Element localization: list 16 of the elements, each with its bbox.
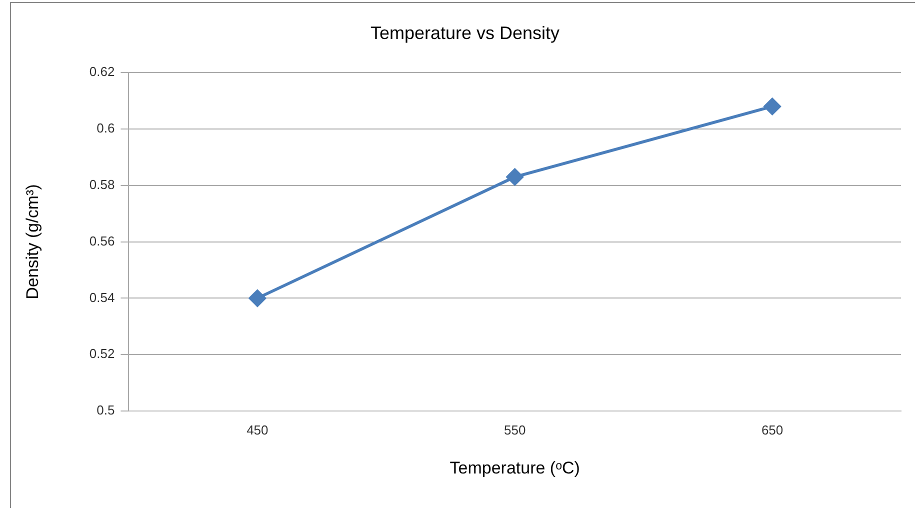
chart-title: Temperature vs Density	[370, 22, 560, 43]
y-tick-label: 0.56	[89, 233, 115, 248]
y-tick-label: 0.5	[96, 402, 115, 418]
x-tick-label: 450	[246, 422, 268, 438]
y-tick-label: 0.62	[89, 64, 115, 80]
y-tick-label: 0.6	[96, 120, 115, 136]
x-tick-label: 650	[761, 422, 784, 438]
y-tick-label: 0.54	[89, 290, 115, 305]
point	[248, 290, 266, 307]
y-axis-title: Density (g/cm³)	[22, 184, 42, 300]
x-tick-label: 550	[504, 422, 526, 438]
y-tick-label: 0.52	[89, 346, 115, 362]
x-axis-title: Temperature (ᵒC)	[450, 458, 580, 478]
point	[764, 98, 781, 115]
point	[506, 168, 524, 186]
y-tick-label: 0.58	[89, 176, 115, 192]
